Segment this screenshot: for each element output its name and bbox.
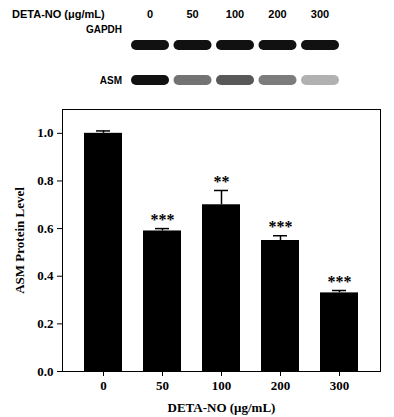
svg-text:300: 300 bbox=[330, 378, 350, 393]
svg-text:0.4: 0.4 bbox=[37, 268, 54, 283]
svg-text:200: 200 bbox=[271, 378, 291, 393]
svg-text:***: *** bbox=[269, 218, 293, 235]
svg-text:***: *** bbox=[328, 273, 352, 290]
svg-text:ASM: ASM bbox=[100, 75, 122, 86]
svg-text:100: 100 bbox=[226, 8, 244, 20]
svg-text:0: 0 bbox=[100, 378, 107, 393]
svg-text:0.6: 0.6 bbox=[37, 221, 54, 236]
svg-text:100: 100 bbox=[212, 378, 232, 393]
svg-text:DETA-NO (μg/mL): DETA-NO (μg/mL) bbox=[12, 8, 105, 20]
svg-text:200: 200 bbox=[268, 8, 286, 20]
svg-text:50: 50 bbox=[186, 8, 198, 20]
svg-text:300: 300 bbox=[311, 8, 329, 20]
svg-text:**: ** bbox=[214, 173, 230, 190]
svg-text:DETA-NO (μg/mL): DETA-NO (μg/mL) bbox=[168, 400, 276, 415]
svg-text:1.0: 1.0 bbox=[37, 125, 53, 140]
svg-text:0.0: 0.0 bbox=[37, 364, 53, 379]
svg-text:***: *** bbox=[151, 211, 175, 228]
svg-text:ASM Protein Level: ASM Protein Level bbox=[12, 187, 27, 294]
svg-text:0.8: 0.8 bbox=[37, 173, 54, 188]
svg-text:GAPDH: GAPDH bbox=[86, 24, 122, 35]
svg-text:50: 50 bbox=[156, 378, 169, 393]
svg-text:0.2: 0.2 bbox=[37, 316, 53, 331]
svg-text:0: 0 bbox=[147, 8, 153, 20]
